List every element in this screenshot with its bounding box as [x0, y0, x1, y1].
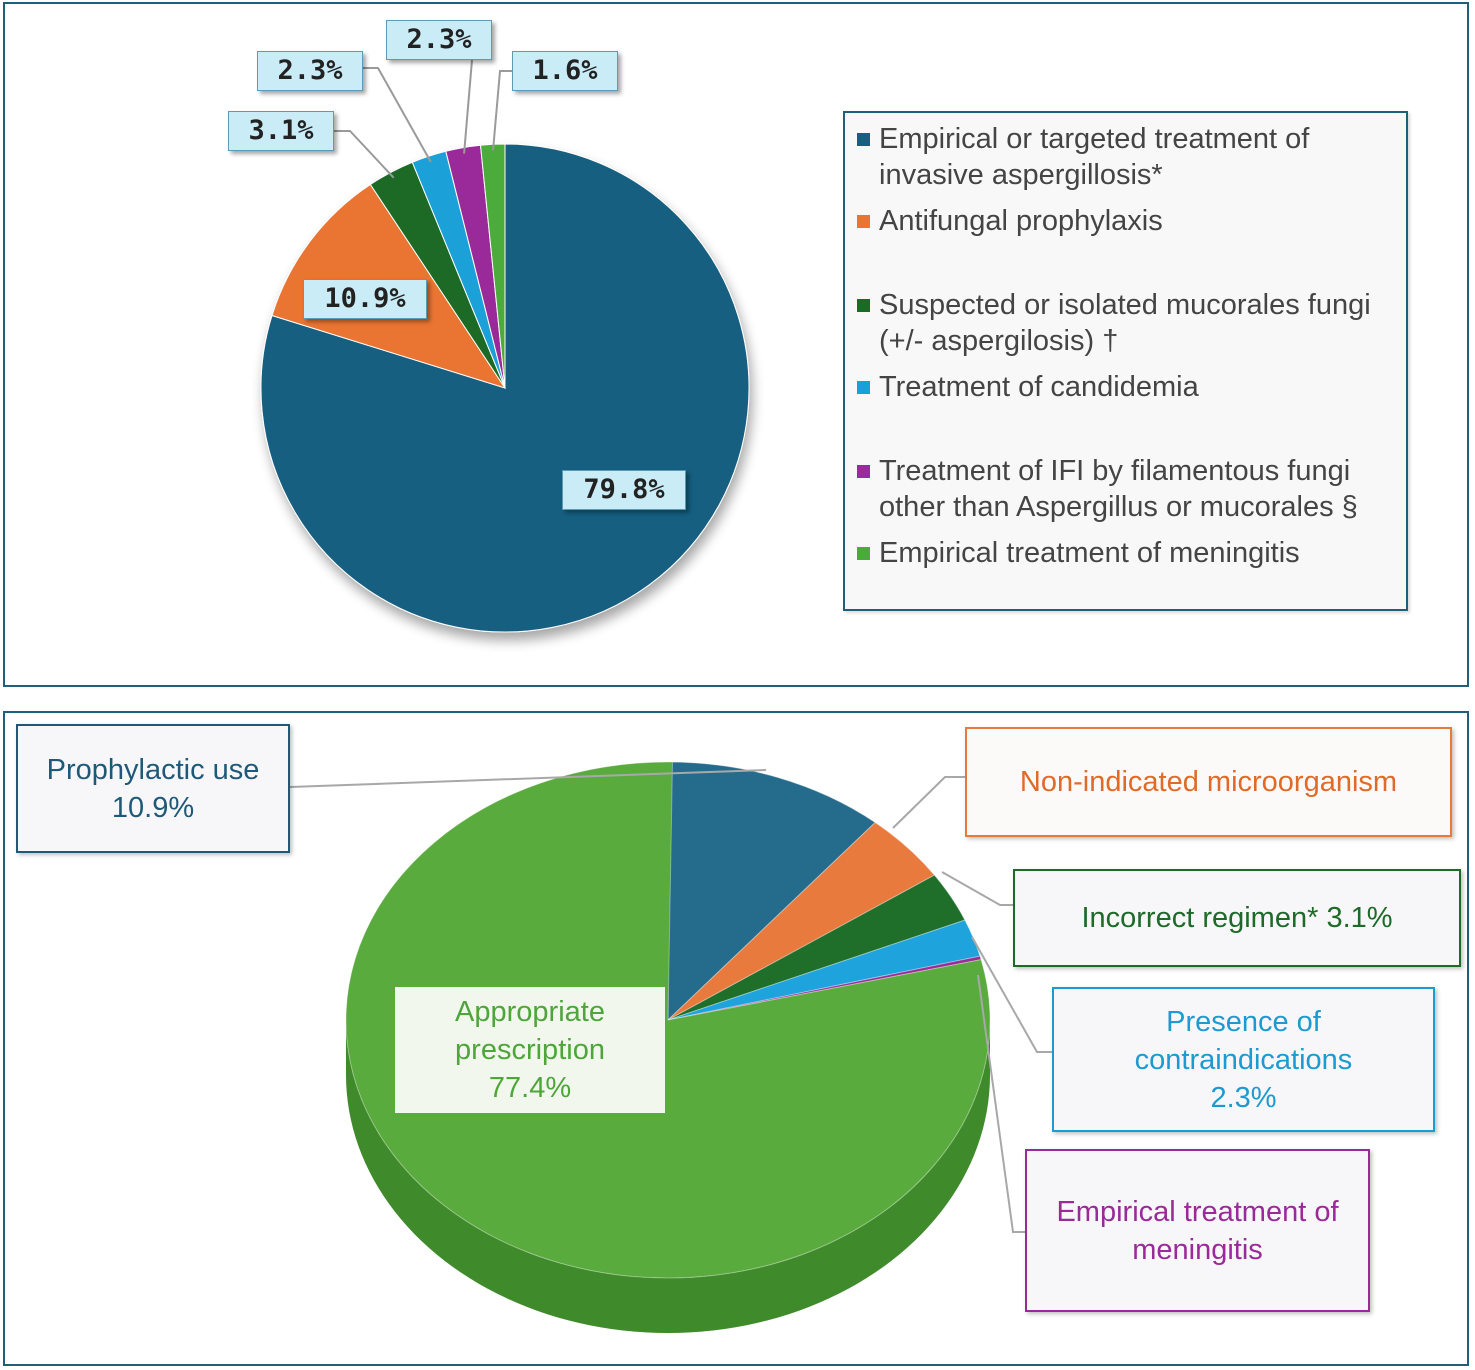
callout-line: Non-indicated microorganism [1019, 766, 1398, 798]
slice-label-filamentous: 2.3% [386, 20, 492, 60]
leader-line [941, 871, 1013, 906]
legend-swatch [857, 547, 870, 560]
legend-label: Empirical or targeted treatment of invas… [879, 123, 1310, 191]
callout-appropriate: Appropriate prescription 77.4% [395, 987, 665, 1113]
legend-label: Empirical treatment of meningitis [879, 537, 1300, 569]
legend-label: Treatment of IFI by filamentous fungi ot… [879, 455, 1358, 523]
leader-line [334, 130, 395, 179]
slice-label-aspergillosis: 79.8% [562, 470, 686, 510]
leader-line [363, 67, 432, 163]
callout-line: contraindications [1134, 1043, 1353, 1076]
legend-swatch [857, 299, 870, 312]
callout-contraindications: Presence of contraindications 2.3% [1052, 987, 1435, 1132]
callout-line: 77.4% [488, 1072, 572, 1104]
pie-side-wall [346, 1020, 990, 1333]
callout-incorrect-regimen: Incorrect regimen* 3.1% [1013, 869, 1461, 967]
leader-line [971, 936, 1052, 1053]
legend-swatch [857, 133, 870, 146]
pie-slice-prophylactic-use [667, 761, 876, 1022]
callout-line: prescription [455, 1034, 605, 1066]
leader-line [463, 59, 473, 154]
callout-meningitis: Empirical treatment of meningitis [1025, 1149, 1370, 1312]
legend-label: Treatment of candidemia [879, 371, 1199, 403]
callout-line: Appropriate [455, 996, 605, 1028]
leader-line [289, 769, 767, 788]
pie-slice-appropriate-prescription [345, 761, 991, 1279]
pie-slice-empirical-treatment-of-meningitis [667, 955, 982, 1021]
callout-line: 10.9% [111, 791, 195, 824]
callout-line: meningitis [1132, 1233, 1263, 1266]
slice-label-prophylaxis: 10.9% [303, 279, 427, 319]
callout-line: Incorrect regimen* 3.1% [1081, 902, 1393, 934]
legend-label: Antifungal prophylaxis [879, 205, 1163, 237]
legend-swatch [857, 465, 870, 478]
leader-line [892, 776, 965, 829]
leader-line [977, 974, 1025, 1233]
slice-label-meningitis: 1.6% [512, 51, 618, 91]
pie-slice-non-indicated-microorganism [667, 821, 936, 1021]
slice-label-mucorales: 3.1% [228, 111, 334, 151]
leader-line [492, 70, 512, 151]
callout-prophylactic-use: Prophylactic use 10.9% [16, 724, 290, 853]
legend-swatch [857, 215, 870, 228]
callout-line: Prophylactic use [46, 753, 260, 786]
legend-label: Suspected or isolated mucorales fungi (+… [879, 289, 1371, 357]
legend-swatch [857, 381, 870, 394]
callout-line: Presence of [1166, 1005, 1321, 1038]
chart-legend: Empirical or targeted treatment of invas… [843, 111, 1408, 611]
callout-line: 2.3% [1210, 1081, 1277, 1114]
pie-slice-incorrect-regimen [667, 874, 966, 1021]
slice-label-candidemia: 2.3% [257, 51, 363, 91]
callout-line: Empirical treatment of [1056, 1195, 1339, 1228]
callout-non-indicated: Non-indicated microorganism [965, 727, 1452, 837]
